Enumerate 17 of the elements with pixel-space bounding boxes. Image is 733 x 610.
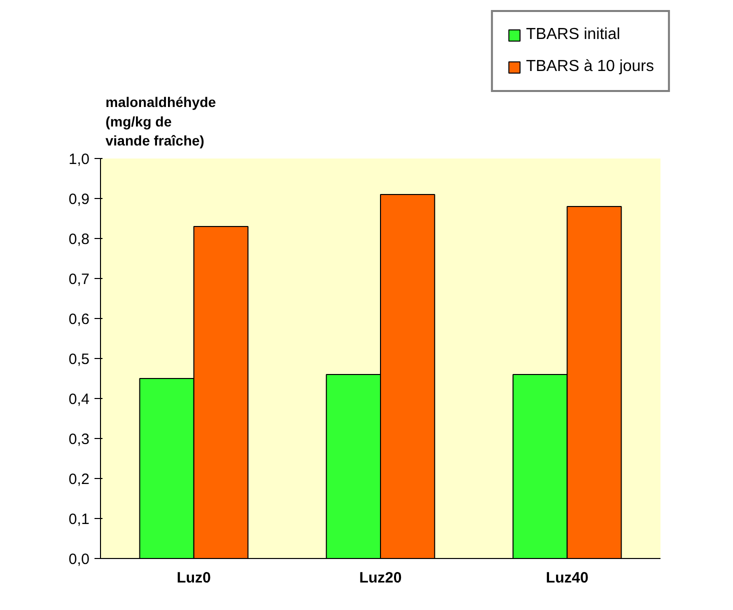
y-tick-label: 0,7 — [68, 271, 90, 288]
y-tick-label: 0,8 — [68, 231, 90, 248]
y-tick-label: 0,5 — [68, 351, 90, 368]
y-tick-label: 0,1 — [68, 511, 90, 528]
y-tick-label: 0,3 — [68, 431, 90, 448]
y-tick-label: 0,6 — [68, 311, 90, 328]
y-tick-label: 0,9 — [68, 191, 90, 208]
y-tick-label: 0,0 — [68, 551, 90, 568]
y-tick-label: 0,2 — [68, 471, 90, 488]
y-axis-title: malonaldhéhyde (mg/kg de viande fraîche) — [106, 94, 216, 148]
x-tick-label: Luz40 — [546, 570, 588, 586]
legend-label: TBARS initial — [526, 26, 620, 44]
x-tick-label: Luz0 — [176, 570, 211, 586]
x-tick-label: Luz20 — [359, 570, 402, 586]
y-tick-label: 0,4 — [68, 391, 90, 408]
y-tick-label: 1,0 — [68, 151, 90, 168]
legend-label: TBARS à 10 jours — [526, 58, 654, 76]
